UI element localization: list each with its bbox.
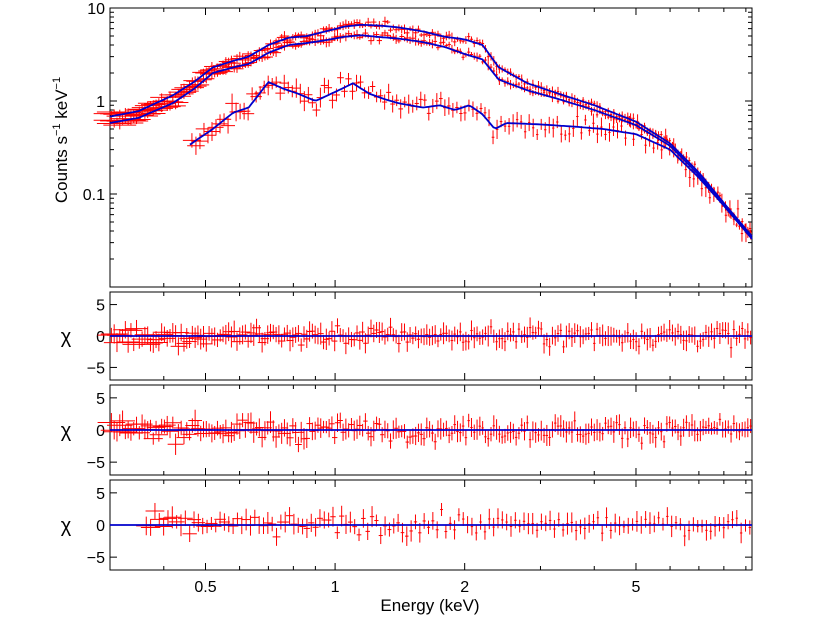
y-tick-label: 5: [96, 298, 105, 315]
y-tick-label: 1: [96, 94, 105, 111]
y-tick-label: −5: [87, 360, 105, 377]
spectrum-y-axis-label: Counts s−1 keV−1: [51, 77, 71, 203]
spectrum-panel: 0.1 1 10: [83, 1, 753, 288]
x-axis-label: Energy (keV): [380, 596, 479, 615]
y-tick-label: 0: [96, 518, 105, 535]
y-tick-label: −5: [87, 550, 105, 567]
y-tick-label: 0: [96, 423, 105, 440]
y-tick-label: 0.1: [83, 187, 105, 204]
y-tick-label: −5: [87, 455, 105, 472]
x-tick-label: 5: [632, 579, 641, 596]
x-tick-label: 2: [460, 579, 469, 596]
residual-panel-2: 5 0 −5 χ: [61, 384, 753, 476]
residual-y-axis-label: χ: [61, 515, 72, 537]
y-tick-label: 10: [87, 1, 105, 18]
y-tick-label: 5: [96, 486, 105, 503]
model-line-1: [109, 23, 753, 237]
x-tick-label: 0.5: [194, 579, 216, 596]
spectrum-frame: [109, 7, 753, 288]
x-tick-label: 1: [331, 579, 340, 596]
residual-y-axis-label: χ: [61, 326, 72, 348]
y-tick-label: 5: [96, 391, 105, 408]
model-line-2: [109, 34, 753, 240]
model-line-3: [189, 80, 753, 240]
residual-panel-3: 5 0 −5 χ 0.5 1 2 5: [61, 479, 753, 596]
residual-panel-1: 5 0 −5 χ: [61, 291, 753, 381]
y-tick-label: 0: [96, 329, 105, 346]
residual-y-axis-label: χ: [61, 420, 72, 442]
